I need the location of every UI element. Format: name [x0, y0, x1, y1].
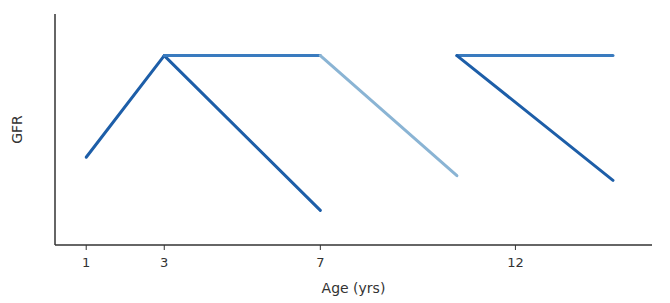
line-segment: [164, 56, 320, 211]
chart-container: 1 3 7 12 Age (yrs) GFR: [0, 0, 670, 303]
x-tick-label: 3: [160, 255, 168, 270]
x-tick-label: 12: [507, 255, 524, 270]
line-segment: [164, 54, 320, 57]
x-axis-label: Age (yrs): [322, 280, 386, 296]
x-axis-line: [55, 244, 652, 246]
y-axis-line: [54, 14, 56, 245]
line-segment: [457, 54, 613, 57]
line-segment: [457, 56, 613, 181]
x-tick-label: 1: [82, 255, 90, 270]
line-segment: [86, 56, 164, 158]
y-axis-label: GFR: [9, 115, 25, 144]
line-segment: [320, 56, 457, 176]
plot-lines: [86, 56, 613, 211]
x-tick-label: 7: [316, 255, 324, 270]
chart: 1 3 7 12 Age (yrs) GFR: [0, 0, 670, 303]
